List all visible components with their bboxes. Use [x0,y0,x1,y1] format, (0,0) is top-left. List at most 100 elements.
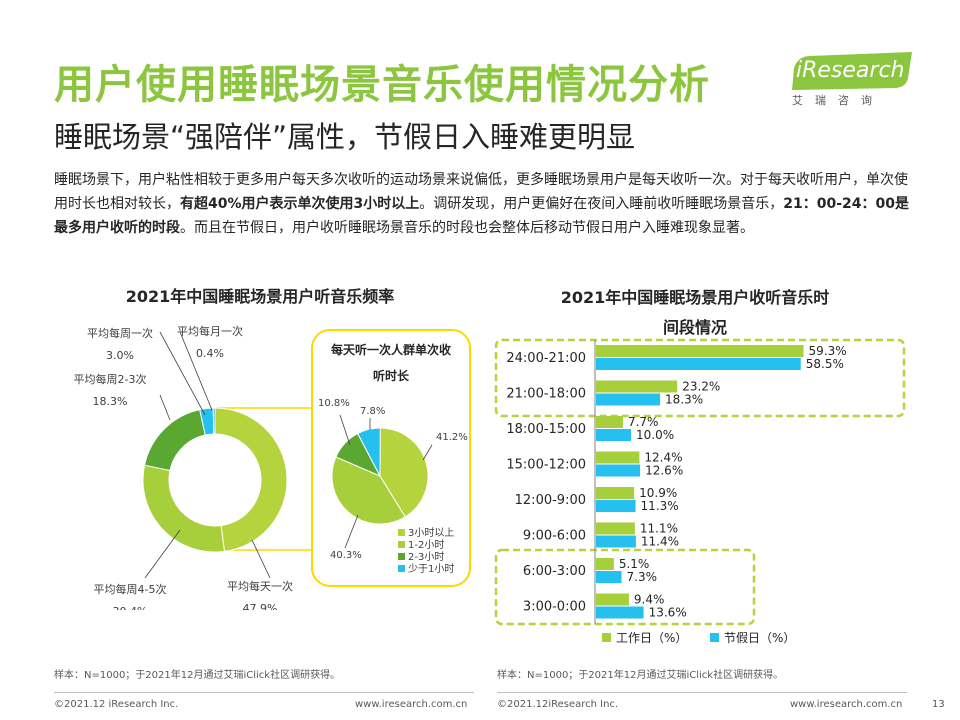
donut-value-3: 3.0% [106,349,134,362]
donut-slice-1 [142,464,226,553]
donut-label-2: 平均每周2-3次 [74,372,147,386]
duration-leader-0 [422,444,433,461]
page-title: 用户使用睡眠场景音乐使用情况分析 [54,62,710,108]
duration-legend-label-0: 3小时以上 [408,527,454,539]
bar-legend-swatch-1 [710,633,719,642]
bar-category-6: 6:00-3:00 [523,564,586,579]
logo-cn-text: 艾瑞咨询 [792,94,884,107]
bar-holiday-1 [596,393,661,406]
bar-holiday-3 [596,464,641,477]
callout-title-line1: 每天听一次人群单次收 [331,342,451,357]
sample-note-left: 样本：N=1000；于2021年12月通过艾瑞iClick社区调研获得。 [54,670,341,681]
callout-title-line2: 听时长 [373,368,410,383]
bar-label-workday-7: 9.4% [634,593,665,607]
bar-category-0: 24:00-21:00 [506,351,586,366]
footer-divider-left [54,692,474,693]
url-left[interactable]: www.iresearch.com.cn [355,699,468,710]
page-number: 13 [932,699,945,710]
bar-label-workday-0: 59.3% [809,344,847,358]
duration-value-2: 10.8% [318,398,350,409]
bar-holiday-4 [596,500,636,512]
donut-slice-2 [143,409,206,472]
bar-workday-2 [596,416,623,428]
description-highlight-1: 有超40%用户表示单次使用3小时以上 [180,196,420,212]
bar-label-workday-2: 7.7% [628,415,659,429]
donut-leader-2 [159,394,171,421]
bar-chart-title: 2021年中国睡眠场景用户收听音乐时 间段情况 [500,283,890,343]
duration-legend-label-2: 2-3小时 [408,551,444,563]
duration-legend-label-1: 1-2小时 [408,539,444,551]
bar-label-holiday-4: 11.3% [641,499,679,513]
bar-label-holiday-1: 18.3% [665,393,703,407]
donut-label-4: 平均每月一次 [177,324,243,338]
donut-label-3: 平均每周一次 [87,326,153,340]
bar-category-2: 18:00-15:00 [506,422,586,437]
sample-note-right: 样本：N=1000；于2021年12月通过艾瑞iClick社区调研获得。 [497,670,784,681]
bar-workday-7 [596,593,629,606]
donut-label-1: 平均每周4-5次 [94,582,167,596]
bar-label-holiday-0: 58.5% [806,357,844,371]
bar-holiday-6 [596,571,622,583]
bar-chart-title-line2: 间段情况 [662,318,727,337]
logo-text: iResearch [796,58,905,83]
bar-holiday-5 [596,535,636,548]
duration-legend-swatch-3 [398,565,405,572]
donut-chart-title: 2021年中国睡眠场景用户听音乐频率 [125,287,395,306]
bar-holiday-0 [596,358,801,370]
bar-legend-label-0: 工作日（%） [616,631,687,645]
iresearch-logo [792,52,912,90]
duration-leader-2 [339,414,351,446]
bar-legend-label-1: 节假日（%） [724,631,795,645]
duration-slice-1 [331,456,406,525]
donut-chart [142,407,288,553]
copyright-right: ©2021.12iResearch Inc. [497,699,619,710]
time-slot-bar-chart: 24:00-21:00 59.3%58.5% 21:00-18:00 23.2%18.… [494,338,906,645]
bar-holiday-2 [596,429,631,441]
bar-label-workday-1: 23.2% [682,380,720,394]
bar-category-7: 3:00-0:00 [523,600,586,615]
duration-legend-swatch-0 [398,529,405,536]
highlight-box-evening [494,338,906,418]
duration-legend-label-3: 少于1小时 [408,563,454,575]
description-text-2: 。调研发现，用户更偏好在夜间入睡前收听睡眠场景音乐， [419,196,784,212]
bar-workday-4 [596,487,635,499]
footer-divider-right [497,692,907,693]
bar-label-holiday-7: 13.6% [649,606,687,620]
duration-legend-swatch-1 [398,541,405,548]
url-right[interactable]: www.iresearch.com.cn [790,699,903,710]
bar-workday-1 [596,380,678,393]
bar-workday-5 [596,522,635,535]
description-text-3: 。而且在节假日，用户收听睡眠场景音乐的时段也会整体后移动节假日用户入睡难现象显著… [180,220,754,236]
bar-category-5: 9:00-6:00 [523,529,586,544]
duration-slice-3 [356,427,381,477]
donut-slice-4 [212,407,216,435]
bar-label-workday-6: 5.1% [619,557,650,571]
bar-chart-title-line1: 2021年中国睡眠场景用户收听音乐时 [560,288,830,307]
bar-workday-6 [596,558,614,570]
bar-category-1: 21:00-18:00 [506,387,586,402]
duration-value-1: 40.3% [330,550,362,561]
donut-leader-0 [251,539,271,579]
description-text-1: 睡眠场景下，用户粘性相较于更多用户每天多次收听的运动场景来说偏低，更多睡眠场景用… [54,172,908,212]
description-highlight-2: 21：00-24：00是最多用户收听的时段 [54,196,910,236]
bar-workday-0 [596,345,804,357]
highlight-box-night [494,548,756,626]
donut-leader-3 [159,331,206,416]
donut-leader-4 [179,331,213,411]
bar-category-4: 12:00-9:00 [515,493,586,508]
bar-workday-3 [596,451,640,464]
bar-label-holiday-5: 11.4% [641,535,679,549]
copyright-left: ©2021.12 iResearch Inc. [54,699,179,710]
donut-value-2: 18.3% [93,395,128,408]
bar-category-3: 15:00-12:00 [506,458,586,473]
bar-label-workday-3: 12.4% [644,451,682,465]
duration-leader-1 [344,514,359,549]
donut-labels: 平均每天一次 47.9% 平均每周4-5次 30.4% 平均每周2-3次 18.3% 平均每… [74,324,293,610]
donut-slice-0 [214,407,288,552]
donut-label-0: 平均每天一次 [227,579,293,593]
bar-label-holiday-3: 12.6% [645,464,683,478]
bar-label-holiday-2: 10.0% [636,428,674,442]
duration-legend-swatch-2 [398,553,405,560]
donut-value-1: 30.4% [113,605,148,610]
